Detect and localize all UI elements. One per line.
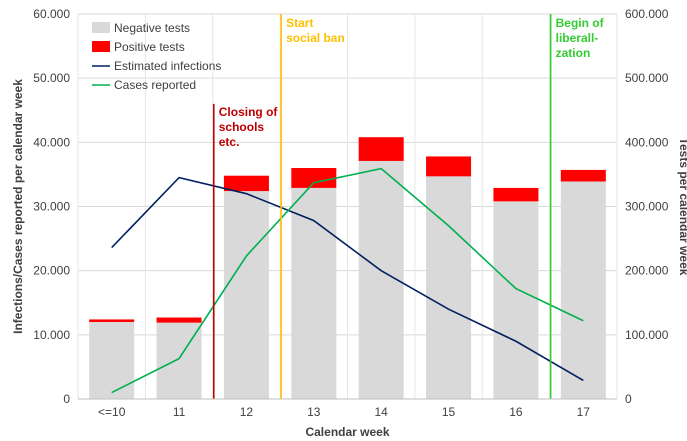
y-left-axis-title: Infections/Cases reported per calendar w… [11,79,25,334]
y-right-tick-label: 100.000 [625,328,669,342]
legend-label: Cases reported [114,78,196,92]
x-tick-label: 17 [577,405,591,419]
bar-negative-tests [426,176,472,399]
legend-label: Negative tests [114,21,190,35]
bar-positive-tests [223,175,269,192]
bar-positive-tests [89,319,135,322]
x-tick-label: 16 [509,405,523,419]
event-label: Start [286,16,313,30]
legend-label: Positive tests [114,40,185,54]
y-right-tick-label: 600.000 [625,7,669,21]
y-right-tick-label: 300.000 [625,200,669,214]
bar-positive-tests [156,317,202,323]
bar-negative-tests [291,187,337,399]
y-left-tick-label: 30.000 [33,200,70,214]
y-left-tick-label: 50.000 [33,71,70,85]
bar-negative-tests [493,201,539,399]
x-axis-title: Calendar week [305,425,389,439]
legend-swatch [92,41,110,52]
legend-swatch [92,22,110,33]
event-label: Begin of [556,16,605,30]
y-right-tick-label: 500.000 [625,71,669,85]
bar-positive-tests [358,137,404,161]
event-label: schools [219,120,265,134]
x-tick-label: <=10 [98,405,126,419]
y-left-tick-label: 60.000 [33,7,70,21]
bar-negative-tests [560,181,606,399]
event-label: zation [556,46,591,60]
y-left-tick-label: 0 [63,392,70,406]
line-cases-reported [111,167,584,394]
y-right-tick-label: 400.000 [625,135,669,149]
bar-negative-tests [89,322,135,399]
bar-positive-tests [560,169,606,182]
bar-positive-tests [291,168,337,188]
event-label: liberall- [556,31,599,45]
y-left-tick-label: 10.000 [33,328,70,342]
y-left-tick-label: 40.000 [33,135,70,149]
y-left-tick-label: 20.000 [33,264,70,278]
x-tick-label: 15 [442,405,456,419]
bar-positive-tests [493,187,539,202]
bar-positive-tests [426,156,472,177]
line-estimated-infections [111,176,584,382]
event-label: etc. [219,135,240,149]
event-label: social ban [286,31,345,45]
y-right-axis-title: Tests per calendar week [677,138,687,276]
y-right-tick-label: 0 [625,392,632,406]
y-right-tick-label: 200.000 [625,264,669,278]
x-tick-label: 12 [240,405,254,419]
x-tick-label: 14 [375,405,389,419]
x-tick-label: 13 [307,405,321,419]
event-label: Closing of [219,105,279,119]
bar-negative-tests [223,191,269,399]
legend-label: Estimated infections [114,59,221,73]
x-tick-label: 11 [173,405,186,419]
